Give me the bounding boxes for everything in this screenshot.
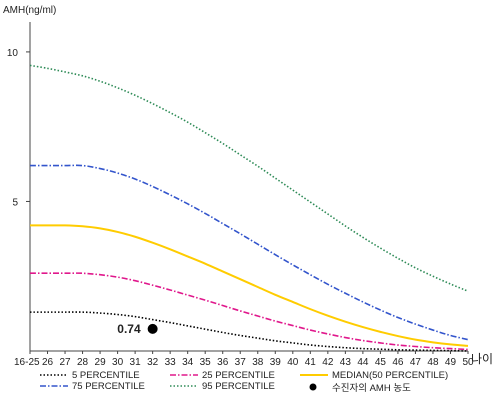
legend-label-1: 25 PERCENTILE [202, 370, 275, 381]
series-line-2 [30, 224, 469, 347]
x-tick-label: 27 [59, 357, 71, 368]
x-tick-label: 36 [217, 357, 229, 368]
x-tick-label: 31 [130, 357, 142, 368]
patient-amh-value-label: 0.74 [117, 322, 141, 336]
x-tick-label: 46 [392, 357, 404, 368]
y-ticks: 5 10 [7, 48, 30, 208]
x-tick-label: 16-25 [14, 357, 40, 368]
series-lines [29, 64, 469, 352]
x-tick-label: 39 [270, 357, 282, 368]
legend: 5 PERCENTILE 25 PERCENTILE MEDIAN(50 PERCE… [40, 370, 448, 394]
x-tick-label: 33 [165, 357, 177, 368]
x-axis-label: 나이 [471, 352, 493, 366]
x-tick-label: 42 [322, 357, 334, 368]
x-tick-label: 37 [235, 357, 247, 368]
x-tick-label: 43 [340, 357, 352, 368]
x-tick-label: 28 [77, 357, 89, 368]
x-tick-label: 49 [445, 357, 457, 368]
x-tick-label: 40 [287, 357, 299, 368]
x-tick-label: 34 [182, 357, 194, 368]
x-tick-label: 41 [305, 357, 317, 368]
legend-marker-label: 수진자의 AMH 농도 [332, 383, 411, 394]
x-tick-label: 26 [42, 357, 54, 368]
x-tick-label: 35 [200, 357, 212, 368]
x-tick-label: 48 [427, 357, 439, 368]
legend-label-2: MEDIAN(50 PERCENTILE) [332, 370, 448, 381]
x-tick-label: 50 [462, 357, 474, 368]
x-tick-label: 30 [112, 357, 124, 368]
legend-label-4: 95 PERCENTILE [202, 381, 275, 392]
legend-label-0: 5 PERCENTILE [72, 370, 140, 381]
series-line-4 [29, 64, 469, 292]
x-tick-label: 38 [252, 357, 264, 368]
x-ticks: 16-25 26 27 28 29 30 31 32 33 34 35 36 37 38 39 40 41 42 4… [14, 351, 474, 368]
series-line-3 [29, 164, 469, 341]
series-line-1 [30, 272, 469, 351]
series-line-0 [30, 311, 469, 352]
x-tick-label: 44 [357, 357, 369, 368]
legend-marker-swatch [309, 383, 317, 391]
x-tick-label: 29 [95, 357, 107, 368]
y-axis-label: AMH(ng/ml) [3, 5, 56, 16]
y-tick-label: 10 [7, 48, 19, 59]
legend-label-3: 75 PERCENTILE [72, 381, 145, 392]
x-tick-label: 45 [375, 357, 387, 368]
y-tick-label: 5 [12, 197, 18, 208]
patient-marker: 0.74 [117, 322, 158, 336]
axes [29, 22, 468, 352]
x-tick-label: 47 [410, 357, 422, 368]
x-tick-label: 32 [147, 357, 159, 368]
patient-amh-point [147, 323, 158, 334]
